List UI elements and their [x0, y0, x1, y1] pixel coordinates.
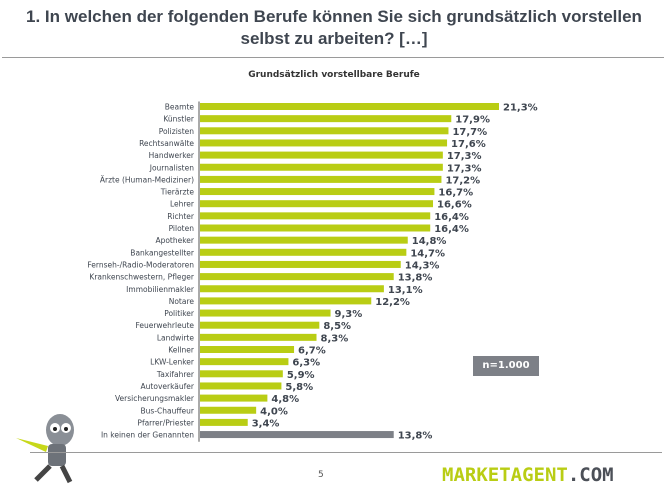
sample-size-badge: n=1.000: [473, 356, 539, 376]
bar: [200, 188, 435, 196]
bar: [200, 382, 282, 390]
category-label: Künstler: [163, 115, 195, 124]
logo-main: MARKETAGENT: [442, 464, 568, 486]
category-label: Bus-Chauffeur: [141, 406, 195, 415]
data-label: 6,7%: [298, 346, 326, 357]
data-label: 16,6%: [437, 200, 472, 211]
data-label: 13,1%: [388, 285, 423, 296]
bar: [200, 200, 434, 208]
category-label: Richter: [167, 212, 195, 221]
bar: [200, 273, 394, 281]
data-label: 16,4%: [434, 224, 469, 235]
data-label: 17,6%: [451, 139, 486, 150]
bar: [200, 406, 257, 414]
data-label: 17,9%: [455, 115, 490, 126]
page-title: 1. In welchen der folgenden Berufe könne…: [0, 6, 668, 50]
data-label: 17,3%: [447, 151, 482, 162]
category-label: Versicherungsmakler: [115, 394, 195, 403]
bar: [200, 127, 449, 135]
category-label: Bankangestellter: [130, 248, 195, 257]
category-label: Piloten: [169, 224, 195, 233]
category-label: Journalisten: [149, 163, 194, 172]
category-label: Taxifahrer: [156, 370, 195, 379]
data-label: 14,3%: [405, 260, 440, 271]
bar: [200, 309, 331, 317]
bar: [200, 163, 443, 171]
bar: [200, 358, 289, 366]
bar: [200, 394, 268, 402]
data-label: 16,4%: [434, 212, 469, 223]
category-label: Rechtsanwälte: [139, 139, 194, 148]
data-label: 3,4%: [252, 418, 280, 429]
category-label: Fernseh-/Radio-Moderatoren: [87, 260, 194, 269]
category-label: Beamte: [165, 103, 195, 112]
page-number: 5: [318, 470, 324, 480]
data-label: 14,7%: [410, 248, 445, 259]
bar: [200, 260, 401, 268]
bar: [200, 418, 248, 426]
bar: [200, 321, 320, 329]
category-label: Apotheker: [155, 236, 194, 245]
bottom-divider: [30, 452, 662, 453]
bar: [200, 212, 431, 220]
data-label: 8,3%: [321, 333, 349, 344]
top-divider: [2, 57, 664, 58]
category-label: Handwerker: [149, 151, 195, 160]
category-label: Krankenschwestern, Pfleger: [89, 273, 194, 282]
bar: [200, 151, 443, 159]
bar: [200, 285, 384, 293]
data-label: 6,3%: [292, 358, 320, 369]
category-label: Feuerwehrleute: [135, 321, 194, 330]
data-label: 14,8%: [412, 236, 447, 247]
logo-suffix: .COM: [567, 464, 614, 486]
data-label: 8,5%: [323, 321, 351, 332]
bar: [200, 346, 295, 353]
bar: [200, 431, 394, 439]
bar: [200, 333, 317, 341]
data-label: 16,7%: [438, 188, 473, 199]
category-label: Autoverkäufer: [141, 382, 195, 391]
bar: [200, 236, 408, 244]
data-label: 17,2%: [445, 175, 480, 186]
data-label: 13,8%: [398, 273, 433, 284]
data-label: 4,8%: [271, 394, 299, 405]
category-label: Politiker: [164, 309, 195, 318]
category-label: In keinen der Genannten: [101, 431, 194, 440]
category-label: Immobilienmakler: [126, 285, 195, 294]
data-label: 4,0%: [260, 406, 288, 417]
marketagent-logo: MARKETAGENT.COM: [442, 464, 614, 486]
category-label: Lehrer: [170, 200, 195, 209]
category-label: Ärzte (Human-Mediziner): [100, 175, 194, 184]
data-label: 5,8%: [285, 382, 313, 393]
bar: [200, 175, 442, 183]
mascot-icon: [16, 414, 74, 484]
data-label: 5,9%: [287, 370, 315, 381]
category-label: Landwirte: [157, 333, 195, 342]
data-label: 17,7%: [452, 127, 487, 138]
bar: [200, 103, 499, 110]
title-line-1: 1. In welchen der folgenden Berufe könne…: [26, 7, 642, 26]
bar: [200, 297, 372, 305]
chart-title: Grundsätzlich vorstellbare Berufe: [248, 70, 420, 80]
data-label: 13,8%: [398, 431, 433, 442]
data-label: 21,3%: [503, 103, 538, 114]
data-label: 12,2%: [375, 297, 410, 308]
bar: [200, 224, 431, 232]
category-label: Pfarrer/Priester: [137, 418, 194, 427]
category-label: LKW-Lenker: [150, 358, 195, 367]
category-label: Kellner: [168, 346, 195, 355]
category-label: Tierärzte: [160, 188, 195, 197]
bar: [200, 139, 448, 147]
bar: [200, 370, 283, 378]
category-label: Notare: [169, 297, 195, 306]
title-line-2: selbst zu arbeiten? […]: [240, 29, 428, 48]
category-label: Polizisten: [159, 127, 194, 136]
bar: [200, 248, 407, 256]
data-label: 9,3%: [335, 309, 363, 320]
bar: [200, 115, 452, 123]
data-label: 17,3%: [447, 163, 482, 174]
